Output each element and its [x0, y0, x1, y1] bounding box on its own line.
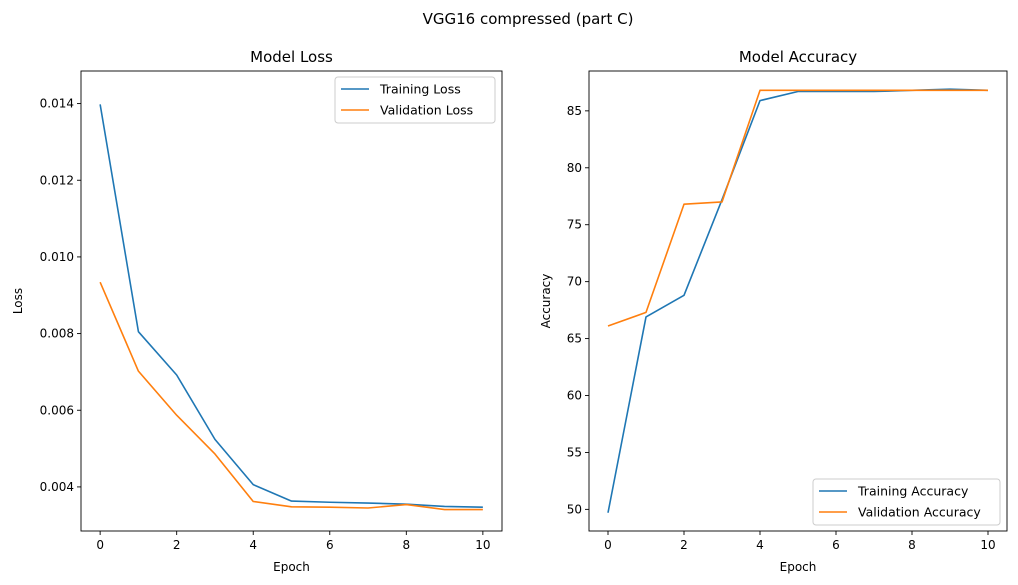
accuracy-x-tick-label: 10: [980, 538, 995, 552]
loss-axes-frame: [80, 70, 503, 532]
loss-y-tick-label: 0.004: [40, 480, 74, 494]
accuracy-y-tick-label: 75: [567, 218, 582, 232]
loss-y-tick-label: 0.012: [40, 173, 74, 187]
accuracy-chart-title: Model Accuracy: [739, 48, 857, 66]
loss-y-tick-label: 0.010: [40, 250, 74, 264]
training-loss-legend-label: Training Loss: [379, 82, 461, 97]
figure-suptitle: VGG16 compressed (part C): [423, 10, 634, 28]
accuracy-x-tick-label: 8: [908, 538, 916, 552]
accuracy-y-tick-label: 50: [567, 502, 582, 516]
accuracy-chart: Model Accuracy 0 2 4 6 8 10 50 55 60 65 70 75 80 85 Epo…: [539, 48, 1008, 574]
loss-x-tick-label: 10: [475, 538, 490, 552]
loss-x-tick-label: 8: [402, 538, 410, 552]
loss-chart: Model Loss 0 2 4 6 8 10 0.004 0.006 0.008 0.010 0.0…: [11, 48, 503, 574]
training-loss-line: [99, 104, 483, 509]
loss-chart-title: Model Loss: [250, 48, 333, 66]
accuracy-x-axis-title: Epoch: [780, 560, 817, 574]
validation-accuracy-line: [607, 89, 988, 327]
loss-x-tick-label: 4: [249, 538, 257, 552]
loss-x-axis-title: Epoch: [273, 560, 310, 574]
loss-y-tick-label: 0.006: [40, 403, 74, 417]
validation-accuracy-legend-label: Validation Accuracy: [858, 505, 981, 520]
accuracy-y-axis-title: Accuracy: [539, 274, 553, 329]
accuracy-y-tick-label: 65: [567, 332, 582, 346]
loss-y-tick-label: 0.008: [40, 327, 74, 341]
loss-x-tick-label: 0: [96, 538, 104, 552]
accuracy-x-tick-label: 0: [604, 538, 612, 552]
accuracy-x-tick-label: 4: [756, 538, 764, 552]
accuracy-legend: [812, 478, 1001, 526]
accuracy-x-tick-label: 6: [832, 538, 840, 552]
loss-y-tick-label: 0.014: [40, 97, 74, 111]
validation-loss-legend-label: Validation Loss: [380, 103, 473, 118]
accuracy-y-tick-label: 70: [567, 275, 582, 289]
accuracy-x-tick-label: 2: [680, 538, 688, 552]
accuracy-axes-frame: [588, 70, 1008, 532]
loss-x-tick-label: 6: [326, 538, 334, 552]
training-accuracy-legend-label: Training Accuracy: [857, 484, 969, 499]
accuracy-y-tick-label: 85: [567, 104, 582, 118]
loss-legend: [334, 76, 496, 124]
validation-loss-line: [99, 281, 483, 511]
accuracy-y-tick-label: 55: [567, 445, 582, 459]
loss-x-tick-label: 2: [173, 538, 181, 552]
accuracy-y-tick-label: 80: [567, 161, 582, 175]
accuracy-y-tick-label: 60: [567, 389, 582, 403]
loss-y-axis-title: Loss: [11, 288, 25, 314]
